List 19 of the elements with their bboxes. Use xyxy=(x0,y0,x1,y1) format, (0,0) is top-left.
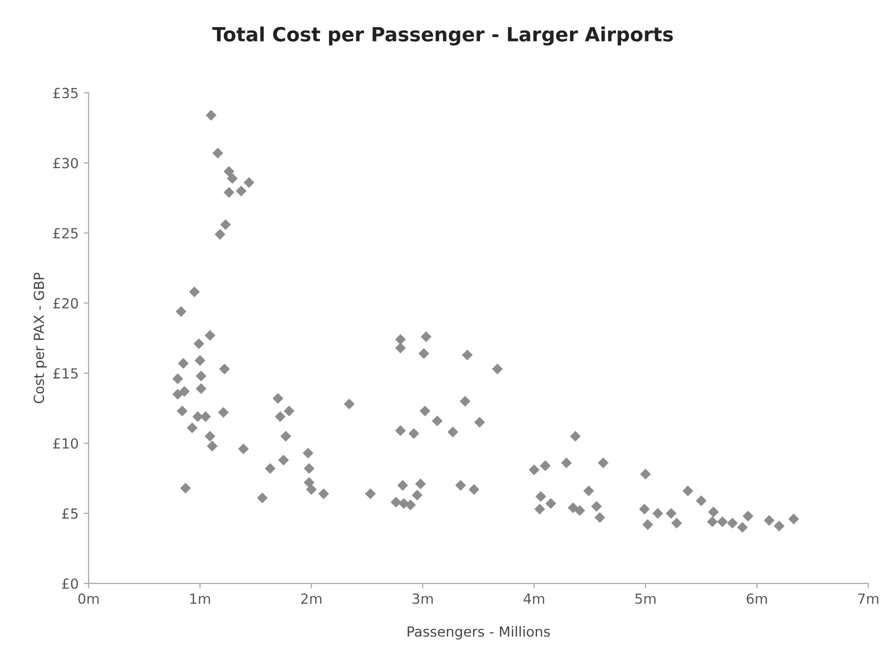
y-axis-title: Cost per PAX - GBP xyxy=(34,272,47,404)
y-tick-label: £30 xyxy=(53,158,78,168)
y-tick-label: £20 xyxy=(53,298,78,309)
y-tick-label: £35 xyxy=(53,88,78,98)
x-tick-label: 1m xyxy=(190,594,210,604)
x-tick-label: 6m xyxy=(746,593,767,604)
x-tick-label: 2m xyxy=(301,593,322,604)
y-tick-label: £15 xyxy=(53,368,78,379)
x-tick-label: 0m xyxy=(78,593,99,604)
y-tick-label: £10 xyxy=(53,438,78,449)
x-tick-label: 5m xyxy=(635,594,656,604)
y-tick-label: £5 xyxy=(62,508,78,519)
x-tick-label: 7m xyxy=(858,594,878,604)
x-tick-label: 3m xyxy=(412,593,433,604)
x-axis-title: Passengers - Millions xyxy=(408,626,550,640)
x-tick-label: 4m xyxy=(524,594,544,604)
y-tick-label: £0 xyxy=(62,578,78,589)
y-tick-label: £25 xyxy=(53,228,78,238)
chart-title: Total Cost per Passenger - Larger Airports xyxy=(212,26,673,46)
